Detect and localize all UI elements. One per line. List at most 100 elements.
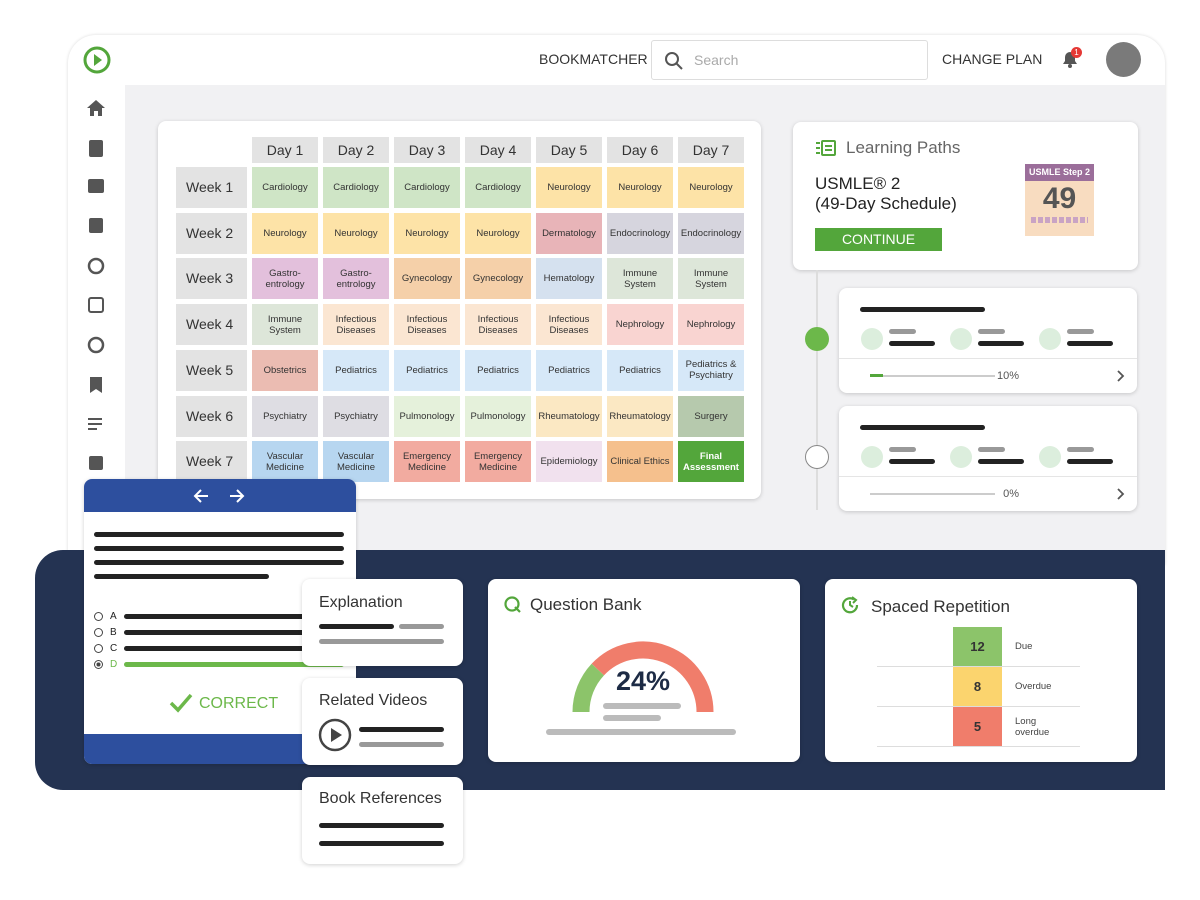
option-radio xyxy=(94,660,103,669)
topic-cell: Pediatrics xyxy=(536,349,602,391)
clipboard-icon[interactable] xyxy=(89,140,103,157)
learning-paths-card: Learning Paths USMLE® 2 (49-Day Schedule… xyxy=(793,122,1138,270)
question-bank-card: Question Bank 24% xyxy=(488,579,800,762)
qbank-icon xyxy=(504,596,521,613)
repetition-icon xyxy=(841,596,859,614)
topic-cell: Immune System xyxy=(678,258,744,300)
option-radio xyxy=(94,612,103,621)
calendar-badge: USMLE Step 2 49 xyxy=(1025,164,1094,236)
topic-cell: Pediatrics xyxy=(607,349,673,391)
count-block: 12 xyxy=(953,627,1002,666)
bookmark-icon[interactable] xyxy=(90,377,102,393)
day-header: Day 7 xyxy=(678,137,744,163)
day-header: Day 5 xyxy=(536,137,602,163)
week-label: Week 2 xyxy=(176,212,247,254)
topic-cell: Final Assessment xyxy=(678,441,744,483)
notes-icon[interactable] xyxy=(89,218,103,233)
option-letter: D xyxy=(110,659,118,670)
qbank-icon[interactable] xyxy=(87,257,105,275)
topic-cell: Surgery xyxy=(678,395,744,437)
topic-cell: Nephrology xyxy=(678,304,744,346)
videos-card[interactable]: Related Videos xyxy=(302,678,463,765)
day-header: Day 1 xyxy=(252,137,318,163)
nav-bookmatcher[interactable]: BOOKMATCHER xyxy=(539,51,648,67)
paths-icon[interactable] xyxy=(88,297,104,313)
path-card[interactable]: 10% xyxy=(839,288,1137,393)
topic-cell: Gastro- entrology xyxy=(323,258,389,300)
logo[interactable] xyxy=(82,45,112,75)
topic-cell: Neurology xyxy=(323,212,389,254)
topic-cell: Obstetrics xyxy=(252,349,318,391)
option-line xyxy=(124,662,344,667)
topic-cell: Neurology xyxy=(607,167,673,208)
topic-cell: Pediatrics xyxy=(323,349,389,391)
topic-cell: Hematology xyxy=(536,258,602,300)
paths-icon xyxy=(816,140,836,156)
book-references-card[interactable]: Book References xyxy=(302,777,463,864)
topic-cell: Cardiology xyxy=(252,167,318,208)
topic-cell: Infectious Diseases xyxy=(465,304,531,346)
qbank-title: Question Bank xyxy=(530,595,642,614)
schedule-card: Day 1 Day 2 Day 3 Day 4 Day 5 Day 6 Day 7 Week … xyxy=(158,121,761,499)
week-label: Week 3 xyxy=(176,258,247,300)
video-icon[interactable] xyxy=(88,179,104,193)
topic-cell: Cardiology xyxy=(465,167,531,208)
day-header: Day 6 xyxy=(607,137,673,163)
topic-cell: Emergency Medicine xyxy=(394,441,460,483)
week-label: Week 5 xyxy=(176,349,247,391)
topic-cell: Emergency Medicine xyxy=(465,441,531,483)
learning-paths-title: Learning Paths xyxy=(846,138,961,157)
progress-label: 10% xyxy=(996,370,1019,382)
topic-cell: Vascular Medicine xyxy=(252,441,318,483)
status-label: Due xyxy=(1015,641,1033,652)
topic-cell: Endocrinology xyxy=(607,212,673,254)
badge-title: USMLE Step 2 xyxy=(1025,164,1094,181)
gauge-label: 24% xyxy=(616,666,670,696)
continue-button[interactable]: CONTINUE xyxy=(815,228,942,251)
timeline xyxy=(816,270,818,510)
topic-cell: Neurology xyxy=(678,167,744,208)
count-block: 5 xyxy=(953,707,1002,746)
topic-cell: Psychiatry xyxy=(252,395,318,437)
explanation-card[interactable]: Explanation xyxy=(302,579,463,666)
timeline-dot-active xyxy=(805,327,829,351)
gauge-remainder xyxy=(591,641,714,713)
resource-title: Related Videos xyxy=(319,692,428,709)
topic-cell: Clinical Ethics xyxy=(607,441,673,483)
search-box[interactable]: Search xyxy=(651,40,928,80)
topic-cell: Pulmonology xyxy=(394,395,460,437)
home-icon[interactable] xyxy=(87,100,105,116)
topic-cell: Cardiology xyxy=(323,167,389,208)
topic-cell: Psychiatry xyxy=(323,395,389,437)
repetition-icon[interactable] xyxy=(87,336,105,354)
gauge-fill xyxy=(572,663,605,713)
status-label: Overdue xyxy=(1015,681,1052,692)
topic-cell: Dermatology xyxy=(536,212,602,254)
option-radio xyxy=(94,644,103,653)
timeline-dot xyxy=(805,445,829,469)
play-icon[interactable] xyxy=(318,718,354,754)
row-line xyxy=(877,666,1080,667)
week-label: Week 6 xyxy=(176,395,247,437)
day-header: Day 3 xyxy=(394,137,460,163)
stats-icon[interactable] xyxy=(89,456,103,470)
badge-number: 49 xyxy=(1042,182,1077,215)
topic-cell: Immune System xyxy=(252,304,318,346)
change-plan[interactable]: CHANGE PLAN xyxy=(942,51,1043,67)
week-label: Week 7 xyxy=(176,441,247,483)
topic-cell: Pulmonology xyxy=(465,395,531,437)
sidebar xyxy=(87,100,105,470)
nav-arrows[interactable] xyxy=(192,487,252,505)
option-line xyxy=(124,630,344,635)
path-card[interactable]: 0% xyxy=(839,406,1137,511)
gauge: 24% xyxy=(546,641,736,735)
option-line xyxy=(124,646,344,651)
edit-icon[interactable] xyxy=(88,418,102,420)
count-block: 8 xyxy=(953,667,1002,706)
plan-name: USMLE® 2 xyxy=(815,174,901,193)
topic-cell: Neurology xyxy=(536,167,602,208)
day-header: Day 4 xyxy=(465,137,531,163)
progress-label: 0% xyxy=(1003,488,1019,500)
avatar[interactable] xyxy=(1106,42,1141,77)
